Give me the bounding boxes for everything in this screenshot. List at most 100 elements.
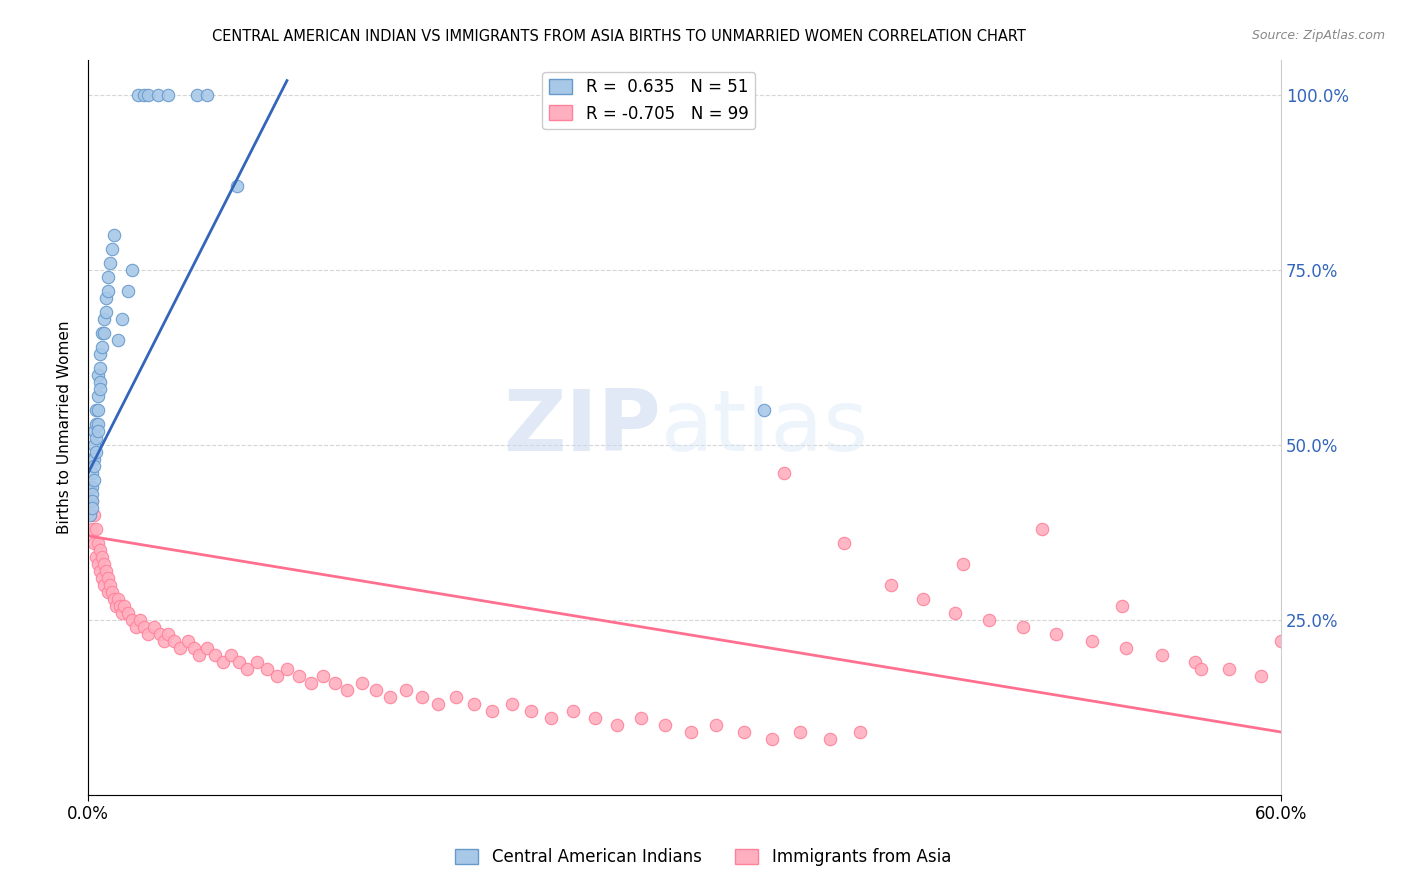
Point [127,87,149,102]
Point [128,613,150,627]
Legend: Central American Indians, Immigrants from Asia: Central American Indians, Immigrants fro… [449,842,957,873]
Point [520,704,543,718]
Point [1111,599,1133,613]
Point [94,564,117,578]
Point [156,627,179,641]
Point [121,262,143,277]
Point [256,662,278,676]
Point [91,549,114,564]
Point [733,725,755,739]
Point [606,718,628,732]
Point [186,87,208,102]
Point [427,697,450,711]
Point [212,655,235,669]
Point [183,640,205,655]
Point [97,269,120,284]
Point [103,591,125,606]
Point [93,557,115,571]
Point [89,347,111,361]
Text: atlas: atlas [661,386,869,469]
Point [91,571,114,585]
Point [169,640,191,655]
Point [197,640,219,655]
Point [848,725,870,739]
Point [1115,640,1137,655]
Point [1250,669,1272,683]
Point [1081,634,1104,648]
Legend: R =  0.635   N = 51, R = -0.705   N = 99: R = 0.635 N = 51, R = -0.705 N = 99 [543,71,755,129]
Point [104,599,127,613]
Point [276,662,298,676]
Point [146,87,169,102]
Point [562,704,585,718]
Point [84,445,107,459]
Point [87,389,110,403]
Point [463,697,485,711]
Point [132,87,155,102]
Point [366,683,388,698]
Point [142,620,165,634]
Point [82,494,104,508]
Point [1191,662,1213,676]
Point [943,606,966,620]
Point [82,522,104,536]
Point [121,613,143,627]
Point [162,634,184,648]
Point [679,725,702,739]
Point [91,326,114,340]
Point [79,508,101,522]
Point [1218,662,1240,676]
Point [444,690,467,704]
Point [87,424,110,438]
Point [1011,620,1033,634]
Point [84,402,107,417]
Point [288,669,311,683]
Point [977,613,1000,627]
Point [82,480,104,494]
Point [1150,648,1173,662]
Point [125,620,148,634]
Point [117,284,139,298]
Point [97,284,120,298]
Point [226,178,249,193]
Point [912,591,935,606]
Point [236,662,259,676]
Point [108,599,131,613]
Point [82,451,104,466]
Point [312,669,335,683]
Point [136,627,159,641]
Point [101,585,124,599]
Point [952,557,974,571]
Point [706,718,728,732]
Point [83,451,105,466]
Point [1270,634,1292,648]
Point [84,431,107,445]
Point [221,648,243,662]
Point [228,655,250,669]
Point [103,227,125,242]
Point [84,522,107,536]
Point [98,256,121,270]
Point [107,333,129,347]
Point [79,494,101,508]
Point [79,480,101,494]
Point [111,311,134,326]
Point [880,578,903,592]
Point [87,402,110,417]
Point [197,87,219,102]
Point [89,360,111,375]
Point [97,571,120,585]
Point [89,382,111,396]
Point [501,697,523,711]
Point [94,305,117,319]
Point [89,564,111,578]
Point [83,536,105,550]
Point [93,326,115,340]
Point [299,676,322,690]
Point [176,634,198,648]
Point [112,599,135,613]
Point [266,669,288,683]
Point [188,648,211,662]
Point [204,648,226,662]
Point [93,578,115,592]
